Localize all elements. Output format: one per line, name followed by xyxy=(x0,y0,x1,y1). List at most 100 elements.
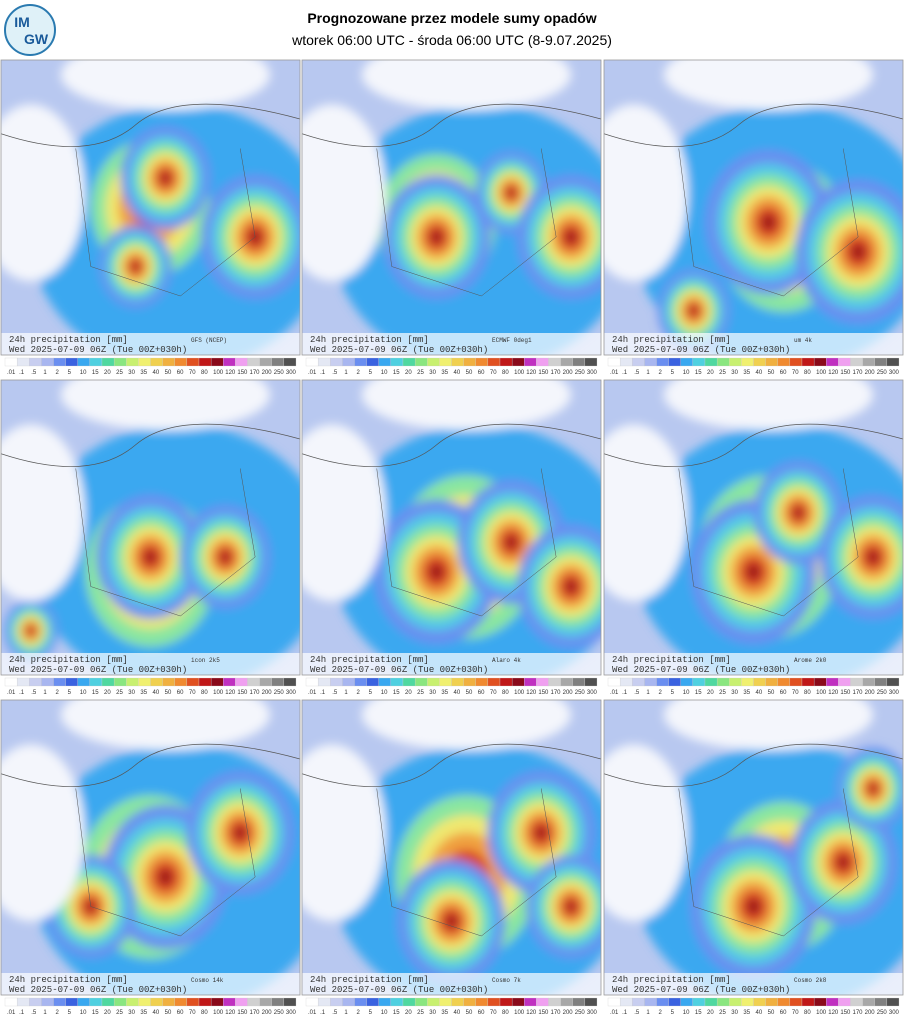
colorbar-swatch xyxy=(271,357,285,367)
colorbar-label: 25 xyxy=(719,690,726,696)
colorbar-swatch xyxy=(716,997,730,1007)
colorbar-swatch xyxy=(354,357,367,367)
colorbar-swatch xyxy=(150,677,163,687)
colorbar-swatch xyxy=(89,357,103,367)
colorbar-label: 2 xyxy=(56,370,60,376)
colorbar-label: 40 xyxy=(756,370,763,376)
colorbar-label: .1 xyxy=(622,1010,628,1016)
precip-area xyxy=(565,230,577,244)
colorbar-swatch xyxy=(850,997,863,1007)
precip-area xyxy=(220,551,230,563)
colorbar-label: 2 xyxy=(659,690,663,696)
colorbar-label: 1 xyxy=(646,690,650,696)
colorbar-label: 1 xyxy=(344,370,348,376)
dry-area xyxy=(604,424,688,602)
colorbar-label: 2 xyxy=(357,370,361,376)
colorbar-swatch xyxy=(741,357,754,367)
colorbar-label: 100 xyxy=(213,1010,224,1016)
colorbar: .01.1.5 1 2 5 10 15 20 25 30 35 40 50 60 70 80 100 120 15… xyxy=(4,357,297,376)
dry-area xyxy=(361,60,572,111)
colorbar-label: 250 xyxy=(575,690,586,696)
map: 24h precipitation [mm] Cosmo 2k8 Wed 2025-… xyxy=(604,700,903,995)
colorbar-label: .5 xyxy=(634,1010,640,1016)
colorbar-swatch xyxy=(259,357,272,367)
colorbar-label: 200 xyxy=(262,690,273,696)
caption-box xyxy=(1,973,300,995)
colorbar: .01.1.5 1 2 5 10 15 20 25 30 35 40 50 60 70 80 100 120 15… xyxy=(4,677,297,696)
colorbar-swatch xyxy=(378,357,392,367)
colorbar-swatch xyxy=(65,997,78,1007)
map: 24h precipitation [mm] Alaro 4k Wed 2025-0… xyxy=(302,380,601,675)
colorbar-label: 100 xyxy=(514,370,525,376)
colorbar-label: .1 xyxy=(622,690,628,696)
colorbar-label: 10 xyxy=(683,1010,690,1016)
colorbar-label: 60 xyxy=(478,690,485,696)
colorbar-swatch xyxy=(390,357,404,367)
colorbar-label: 80 xyxy=(201,1010,208,1016)
colorbar-swatch xyxy=(317,357,331,367)
colorbar-swatch xyxy=(741,677,754,687)
colorbar-label: 170 xyxy=(250,370,261,376)
colorbar-swatch xyxy=(632,997,645,1007)
colorbar-swatch xyxy=(138,997,151,1007)
logo-circle xyxy=(4,4,56,56)
colorbar-label: 80 xyxy=(502,370,509,376)
colorbar-swatch xyxy=(342,997,355,1007)
colorbar-label: .01 xyxy=(308,1010,317,1016)
colorbar-label: 35 xyxy=(140,690,147,696)
colorbar-swatch xyxy=(330,997,343,1007)
colorbar-label: 40 xyxy=(454,690,461,696)
caption: 24h precipitation [mm] xyxy=(612,975,731,985)
map-frame xyxy=(0,379,301,676)
precip-area xyxy=(145,550,156,564)
colorbar-label: 200 xyxy=(865,690,876,696)
colorbar-label: 20 xyxy=(104,690,111,696)
colorbar-swatch xyxy=(560,677,573,687)
colorbar-label: .1 xyxy=(19,690,25,696)
colorbar-label: 100 xyxy=(816,1010,827,1016)
colorbar-label: .1 xyxy=(19,1010,25,1016)
colorbar-swatch xyxy=(101,997,115,1007)
colorbar: .01.1.5 1 2 5 10 15 20 25 30 35 40 50 60 70 80 100 120 15… xyxy=(305,997,598,1016)
dry-area xyxy=(361,380,572,431)
colorbar-label: 30 xyxy=(429,1010,436,1016)
colorbar-swatch xyxy=(390,997,404,1007)
colorbar-label: 35 xyxy=(743,370,750,376)
colorbar-swatch xyxy=(777,677,791,687)
colorbar-swatch xyxy=(223,997,236,1007)
border xyxy=(376,148,557,297)
colorbar-swatch xyxy=(126,357,139,367)
colorbar-swatch xyxy=(560,997,573,1007)
colorbar-swatch xyxy=(439,677,452,687)
colorbar-swatch xyxy=(29,677,42,687)
colorbar-label: 5 xyxy=(68,690,72,696)
valid-time: Wed 2025-07-09 06Z (Tue 00Z+030h) xyxy=(310,985,488,995)
dry-area xyxy=(1,424,85,602)
colorbar-swatch xyxy=(644,997,657,1007)
colorbar-swatch xyxy=(692,997,706,1007)
colorbar-swatch xyxy=(487,997,501,1007)
colorbar-swatch xyxy=(668,997,681,1007)
colorbar-swatch xyxy=(113,357,127,367)
colorbar: .01.1.5 1 2 5 10 15 20 25 30 35 40 50 60 70 80 100 120 15… xyxy=(607,677,900,696)
colorbar-swatch xyxy=(874,677,888,687)
colorbar-label: 10 xyxy=(80,1010,87,1016)
precip-area xyxy=(566,901,576,912)
colorbar-label: 30 xyxy=(128,370,135,376)
colorbar-swatch xyxy=(536,357,549,367)
valid-time: Wed 2025-07-09 06Z (Tue 00Z+030h) xyxy=(310,665,488,675)
colorbar-label: 20 xyxy=(707,1010,714,1016)
precip-area xyxy=(747,899,760,914)
colorbar-swatch xyxy=(138,677,151,687)
colorbar-label: 200 xyxy=(262,370,273,376)
colorbar-label: 300 xyxy=(889,1010,900,1016)
colorbar-swatch xyxy=(162,997,175,1007)
colorbar-swatch xyxy=(77,357,91,367)
colorbar-swatch xyxy=(101,677,115,687)
colorbar-swatch xyxy=(813,997,827,1007)
colorbar-label: 70 xyxy=(189,370,196,376)
colorbar-swatch xyxy=(572,997,586,1007)
valid-time: Wed 2025-07-09 06Z (Tue 00Z+030h) xyxy=(612,345,790,355)
border xyxy=(75,468,256,617)
colorbar-label: 35 xyxy=(743,690,750,696)
